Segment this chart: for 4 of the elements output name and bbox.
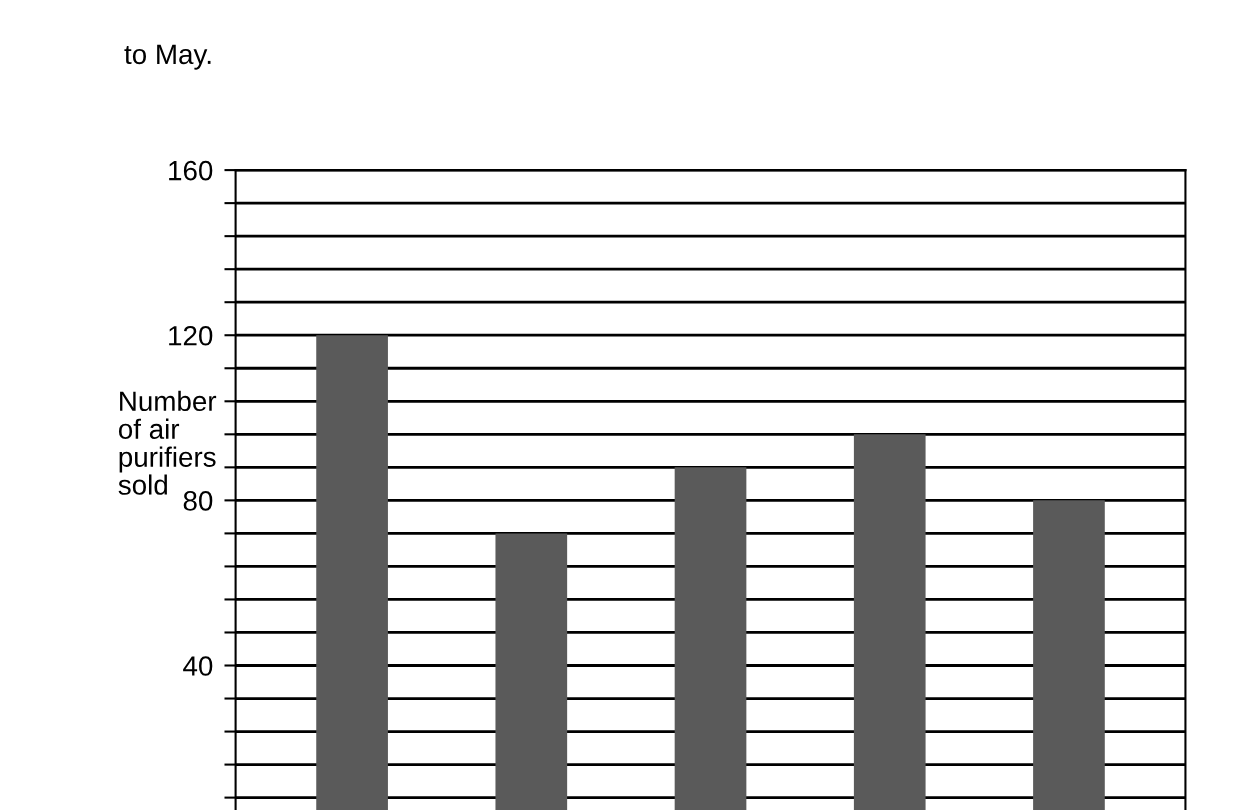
chart-title: to May.: [124, 44, 211, 70]
y-tick-label: 40: [183, 656, 213, 676]
y-tick-label: 120: [169, 325, 213, 346]
y-tick-label: 160: [169, 160, 213, 181]
